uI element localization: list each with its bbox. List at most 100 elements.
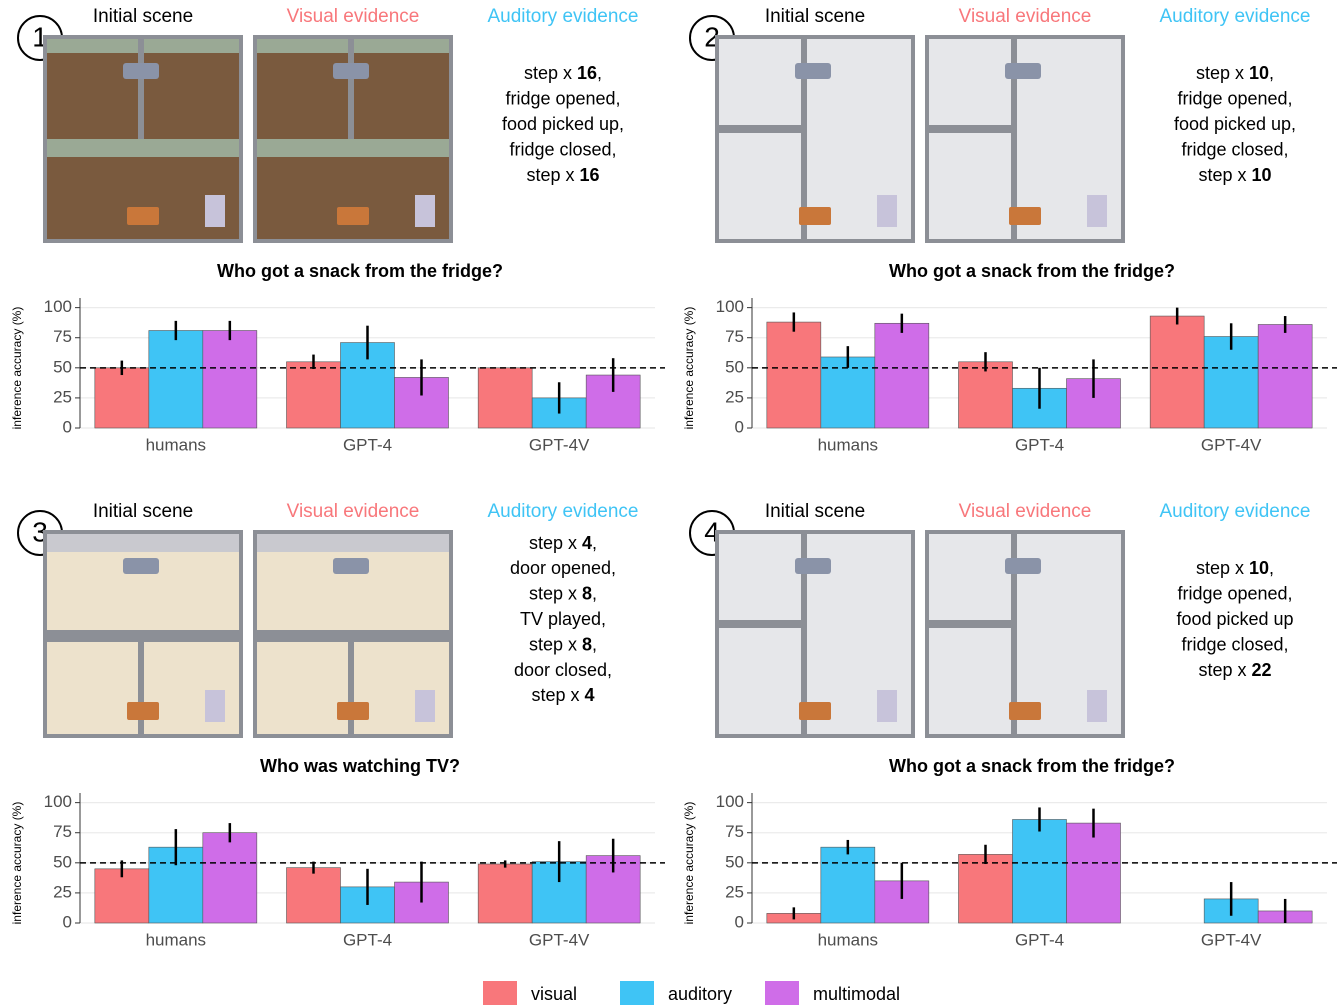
- evidence-part: fridge opened,: [505, 88, 620, 108]
- scene-wall: [719, 620, 801, 628]
- evidence-line: step x 16: [526, 165, 599, 185]
- scene-sofa: [795, 558, 831, 574]
- evidence-part: ,: [592, 533, 597, 553]
- bar: [94, 367, 150, 429]
- x-tick-label: GPT-4V: [1201, 435, 1262, 454]
- bar: [1066, 822, 1121, 924]
- x-tick-label: GPT-4: [1015, 930, 1064, 949]
- scene-fridge: [415, 690, 435, 722]
- scene-wall: [257, 534, 449, 552]
- column-header: Initial scene: [93, 6, 193, 27]
- x-tick-label: GPT-4: [343, 930, 392, 949]
- column-header: Initial scene: [765, 6, 865, 27]
- y-axis-label: inference accuracy (%): [10, 307, 24, 430]
- bar: [202, 832, 258, 924]
- scene-sofa: [1005, 63, 1041, 79]
- x-tick-label: humans: [146, 435, 206, 454]
- y-tick-label: 100: [44, 297, 72, 316]
- column-header: Visual evidence: [959, 6, 1092, 27]
- evidence-part: 16: [577, 63, 597, 83]
- bar: [1012, 819, 1067, 924]
- evidence-line: step x 4,: [529, 533, 597, 553]
- bar: [1257, 324, 1313, 429]
- evidence-part: step x: [529, 634, 582, 654]
- scene-wall: [801, 534, 807, 734]
- scene-fridge: [877, 690, 897, 722]
- y-tick-label: 25: [725, 882, 744, 901]
- evidence-part: food picked up: [1176, 609, 1293, 629]
- evidence-part: step x: [524, 63, 577, 83]
- x-tick-label: humans: [818, 435, 878, 454]
- evidence-part: step x: [1196, 558, 1249, 578]
- y-tick-label: 75: [725, 327, 744, 346]
- bar: [477, 367, 533, 429]
- scene-fridge: [205, 195, 225, 227]
- evidence-line: fridge closed,: [1181, 139, 1288, 159]
- evidence-line: step x 8,: [529, 634, 597, 654]
- y-tick-label: 25: [53, 882, 72, 901]
- evidence-part: ,: [592, 634, 597, 654]
- scene-sofa: [123, 558, 159, 574]
- y-axis-label: inference accuracy (%): [10, 802, 24, 925]
- y-tick-label: 0: [735, 912, 744, 931]
- column-header: Auditory evidence: [1159, 6, 1310, 27]
- evidence-part: fridge closed,: [509, 139, 616, 159]
- evidence-part: step x: [1198, 660, 1251, 680]
- evidence-part: 10: [1252, 165, 1272, 185]
- scene-table: [337, 702, 369, 720]
- evidence-part: 8: [582, 634, 592, 654]
- scene-fridge: [205, 690, 225, 722]
- evidence-part: door opened,: [510, 558, 616, 578]
- scene-fridge: [1087, 690, 1107, 722]
- x-tick-label: humans: [818, 930, 878, 949]
- evidence-line: food picked up,: [1174, 114, 1296, 134]
- scene-table: [337, 207, 369, 225]
- evidence-part: fridge closed,: [1181, 139, 1288, 159]
- evidence-part: 22: [1252, 660, 1272, 680]
- scene-table: [799, 207, 831, 225]
- evidence-part: fridge closed,: [1181, 634, 1288, 654]
- column-header: Visual evidence: [287, 6, 420, 27]
- evidence-line: step x 10,: [1196, 63, 1274, 83]
- evidence-part: fridge opened,: [1177, 583, 1292, 603]
- evidence-part: 4: [585, 685, 595, 705]
- evidence-part: step x: [529, 583, 582, 603]
- bar: [820, 846, 876, 924]
- scene-sofa: [333, 558, 369, 574]
- chart-title: Who got a snack from the fridge?: [217, 261, 503, 281]
- bar: [477, 863, 533, 924]
- scene-fridge: [415, 195, 435, 227]
- scene-wall: [47, 139, 239, 157]
- y-tick-label: 0: [63, 417, 72, 436]
- evidence-part: step x: [1198, 165, 1251, 185]
- scene-sofa: [795, 63, 831, 79]
- bar: [148, 330, 204, 429]
- scene-wall: [929, 125, 1011, 133]
- legend-swatch: [765, 981, 799, 1005]
- evidence-part: step x: [531, 685, 584, 705]
- evidence-line: door opened,: [510, 558, 616, 578]
- scene-fridge: [877, 195, 897, 227]
- evidence-part: ,: [597, 63, 602, 83]
- evidence-line: fridge opened,: [1177, 88, 1292, 108]
- bar: [286, 867, 341, 924]
- evidence-line: step x 22: [1198, 660, 1271, 680]
- bar: [286, 361, 341, 429]
- scene-sofa: [123, 63, 159, 79]
- legend-label: auditory: [668, 984, 732, 1004]
- chart-title: Who got a snack from the fridge?: [889, 261, 1175, 281]
- evidence-part: ,: [1269, 63, 1274, 83]
- scene-table: [1009, 702, 1041, 720]
- scene-wall: [929, 620, 1011, 628]
- evidence-part: TV played,: [520, 609, 606, 629]
- evidence-part: 10: [1249, 558, 1269, 578]
- scene-table: [799, 702, 831, 720]
- evidence-part: 10: [1249, 63, 1269, 83]
- evidence-part: step x: [529, 533, 582, 553]
- scene-wall: [138, 630, 144, 734]
- column-header: Initial scene: [93, 501, 193, 522]
- evidence-part: door closed,: [514, 660, 612, 680]
- evidence-part: step x: [1196, 63, 1249, 83]
- scene-wall: [1011, 39, 1017, 239]
- column-header: Auditory evidence: [487, 501, 638, 522]
